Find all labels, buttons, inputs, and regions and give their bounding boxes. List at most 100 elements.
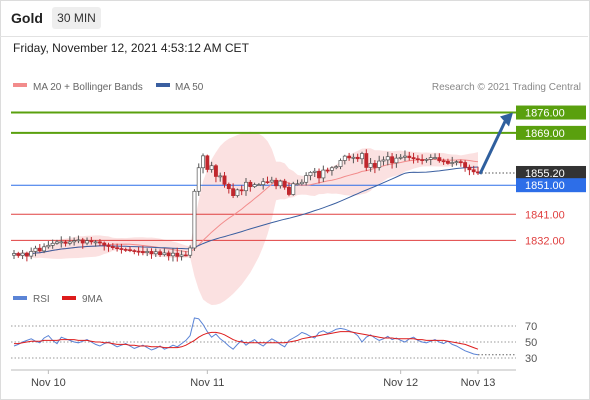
candle-body	[188, 247, 193, 256]
candle	[153, 248, 158, 257]
candle-body	[394, 157, 399, 164]
candle	[128, 246, 132, 253]
candle	[317, 168, 321, 184]
candle-body	[158, 251, 163, 255]
candle-body	[46, 244, 51, 248]
time-tick-label-3: Nov 13	[461, 377, 496, 389]
candle-body	[287, 186, 291, 195]
candle	[355, 153, 360, 162]
candle-body	[295, 183, 300, 186]
current-price-box	[516, 165, 586, 179]
candle	[226, 182, 231, 194]
candle	[235, 188, 240, 198]
candle	[162, 248, 167, 257]
candle	[248, 180, 253, 192]
timeframe-button[interactable]: 30 MIN	[52, 7, 101, 29]
candle-body	[115, 247, 120, 250]
candle	[97, 239, 102, 246]
candle-body	[437, 157, 442, 162]
candle	[24, 251, 29, 262]
candle	[368, 158, 373, 172]
candle	[256, 183, 261, 186]
rsi-ma-line	[14, 331, 479, 350]
candle	[308, 171, 313, 181]
candle-body	[123, 249, 128, 251]
resistance-box-0	[516, 105, 586, 120]
candle	[102, 241, 107, 251]
candle-body	[381, 159, 386, 162]
candle-body	[183, 254, 188, 257]
rsi-legend-swatch	[13, 296, 27, 300]
candle	[334, 165, 339, 170]
candle	[55, 239, 59, 245]
candle-body	[338, 160, 343, 167]
rsi-legend-label: RSI	[33, 294, 50, 305]
candle	[110, 243, 115, 250]
candle	[321, 165, 326, 183]
candle	[115, 243, 120, 252]
candle-body	[136, 250, 141, 253]
candle-body	[93, 241, 98, 244]
time-tick-label-2: Nov 12	[383, 377, 418, 389]
candle	[329, 166, 334, 176]
candle	[428, 154, 433, 166]
candle-body	[166, 252, 171, 257]
candle	[63, 240, 68, 247]
candle-body	[248, 181, 253, 187]
candle-body	[334, 166, 339, 169]
rsi-level-label-70: 70	[525, 321, 537, 333]
candle-body	[463, 162, 468, 168]
candle	[463, 160, 468, 172]
candle-body	[218, 175, 223, 178]
candle-body	[454, 161, 459, 163]
candle	[424, 157, 429, 163]
candle	[46, 241, 51, 249]
candle	[192, 189, 197, 251]
candle-body	[196, 167, 201, 192]
candle-body	[347, 155, 352, 159]
candle	[80, 237, 85, 249]
candle-body	[67, 241, 72, 244]
rsi-level-label-30: 30	[525, 353, 537, 365]
candle-body	[192, 190, 197, 249]
candle-body	[24, 252, 29, 257]
candle	[407, 151, 412, 161]
candle	[433, 153, 437, 160]
candle	[454, 160, 459, 166]
candle	[72, 237, 77, 246]
candle-body	[256, 184, 261, 186]
candle	[183, 251, 188, 257]
candle-body	[390, 156, 395, 164]
candle-body	[282, 180, 287, 188]
rsi-panel: 70 50 30	[11, 317, 537, 365]
rsi-line	[13, 317, 479, 356]
candle	[261, 178, 266, 190]
candle-body	[85, 240, 89, 244]
ma50-legend-label: MA 50	[175, 82, 204, 93]
candle	[420, 154, 425, 165]
candle-body	[201, 155, 205, 169]
candle-body	[20, 252, 25, 256]
candle-body	[171, 252, 175, 257]
candle-body	[312, 170, 317, 173]
candle-body	[433, 157, 437, 159]
candle	[381, 156, 386, 166]
candle-body	[265, 181, 270, 184]
candle-body	[364, 153, 369, 168]
ma9-legend-swatch	[62, 296, 76, 300]
pivot-box-3	[516, 178, 586, 193]
candle-body	[308, 172, 313, 176]
candle	[132, 249, 137, 255]
candle	[76, 235, 81, 244]
candle-body	[291, 183, 296, 195]
candle-body	[304, 175, 309, 183]
candle	[196, 163, 201, 196]
resistance-box-1	[516, 125, 586, 140]
candle	[295, 179, 300, 186]
candle	[364, 149, 369, 171]
candle-body	[37, 247, 42, 252]
candle	[445, 158, 450, 165]
candle	[37, 244, 42, 253]
candle-body	[209, 165, 214, 170]
